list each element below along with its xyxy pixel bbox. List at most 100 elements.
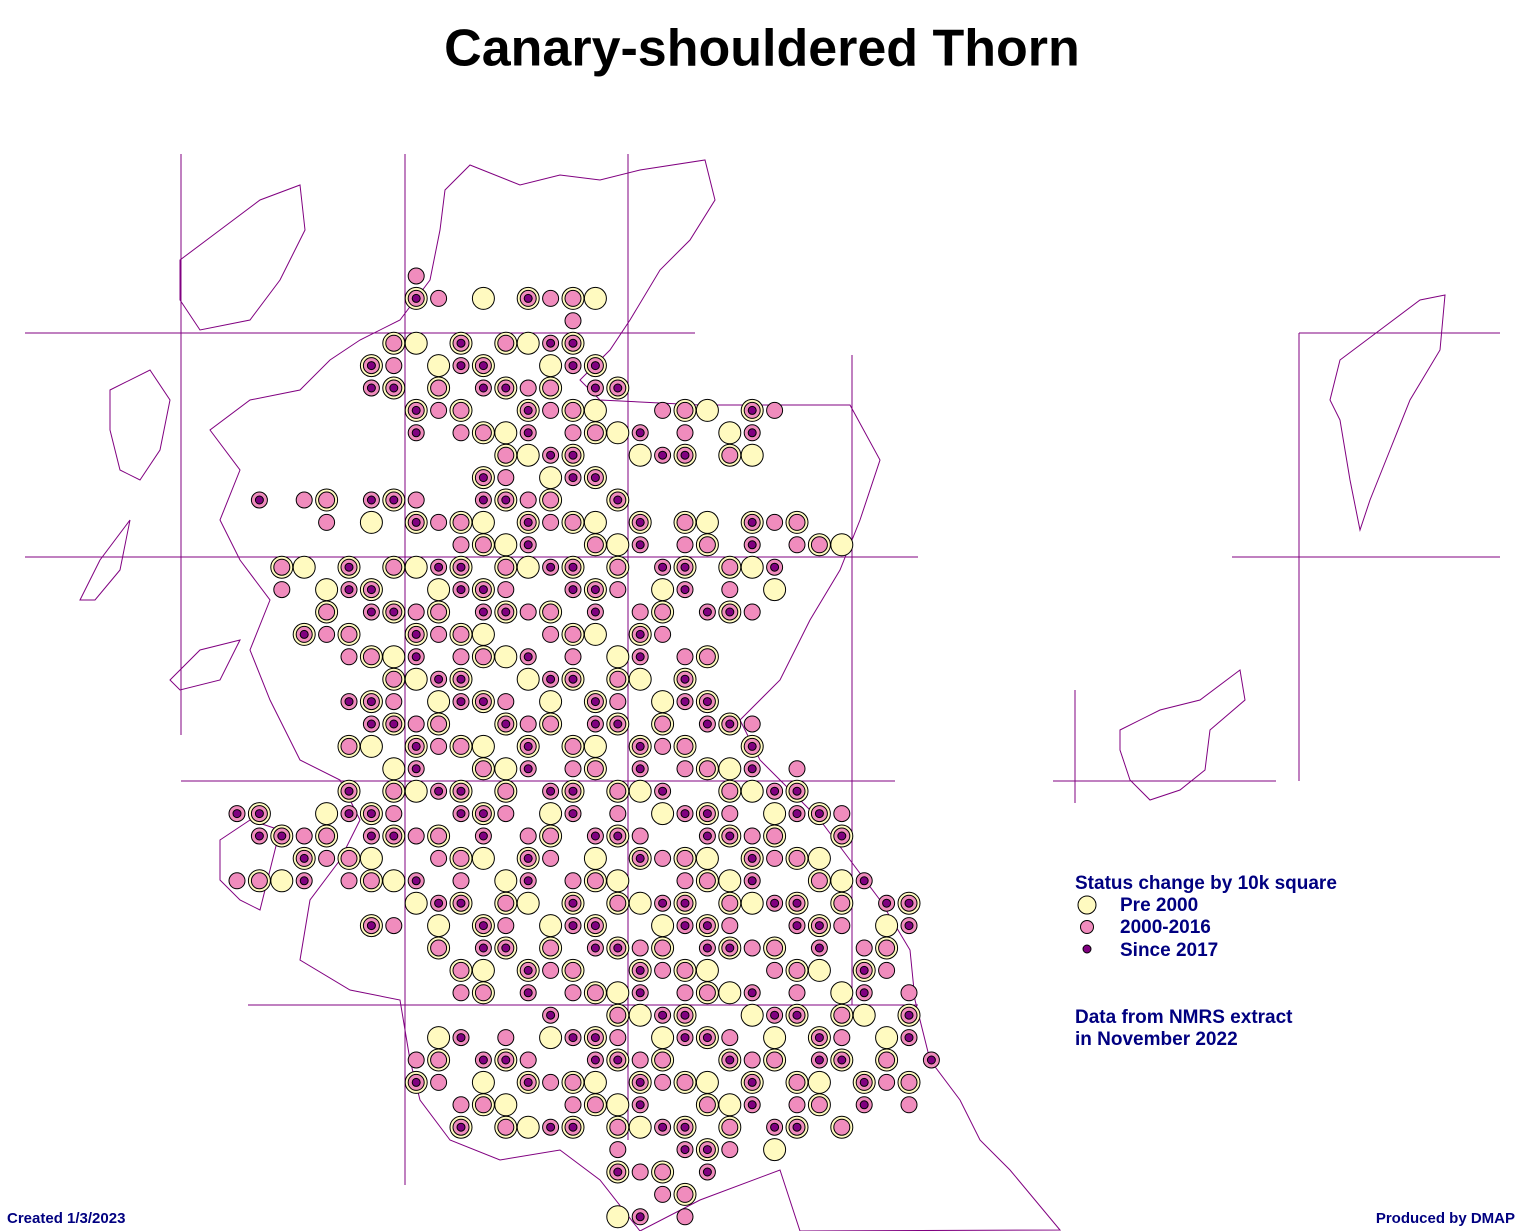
- record-dot: [427, 1026, 451, 1050]
- data-note: in November 2022: [1075, 1029, 1238, 1050]
- record-dot: [658, 562, 668, 572]
- record-dot: [494, 645, 518, 669]
- record-dot: [427, 914, 451, 938]
- record-dot: [766, 849, 784, 867]
- record-dot: [273, 581, 291, 599]
- record-dot: [497, 446, 515, 464]
- record-dot: [411, 629, 421, 639]
- record-dot: [718, 757, 742, 781]
- record-dot: [635, 853, 645, 863]
- record-dot: [651, 802, 675, 826]
- record-dot: [497, 1118, 515, 1136]
- record-dot: [318, 603, 336, 621]
- record-dot: [747, 764, 757, 774]
- record-dot: [606, 421, 630, 445]
- record-dot: [792, 786, 802, 796]
- record-dot: [747, 428, 757, 438]
- record-dot: [635, 652, 645, 662]
- record-dot: [606, 869, 630, 893]
- record-dot: [474, 760, 492, 778]
- record-dot: [404, 891, 428, 915]
- record-dot: [807, 1070, 831, 1094]
- record-dot: [478, 473, 488, 483]
- record-dot: [814, 1055, 824, 1065]
- record-dot: [494, 757, 518, 781]
- record-dot: [385, 917, 403, 935]
- record-dot: [427, 578, 451, 602]
- record-dot: [651, 1026, 675, 1050]
- record-dot: [680, 921, 690, 931]
- record-dot: [340, 737, 358, 755]
- record-dot: [788, 984, 806, 1002]
- record-dot: [654, 625, 672, 643]
- record-dot: [635, 517, 645, 527]
- record-dot: [232, 809, 242, 819]
- record-dot: [404, 331, 428, 355]
- record-dot: [523, 293, 533, 303]
- record-dot: [792, 809, 802, 819]
- record-dot: [478, 697, 488, 707]
- record-dot: [497, 469, 515, 487]
- record-dot: [366, 607, 376, 617]
- record-dot: [763, 578, 787, 602]
- record-dot: [542, 849, 560, 867]
- record-dot: [471, 510, 495, 534]
- record-dot: [494, 421, 518, 445]
- record-dot: [501, 719, 511, 729]
- record-dot: [516, 667, 540, 691]
- record-dot: [628, 779, 652, 803]
- record-dot: [654, 1185, 672, 1203]
- record-dot: [456, 585, 466, 595]
- record-dot: [564, 984, 582, 1002]
- record-dot: [407, 491, 425, 509]
- record-dot: [680, 809, 690, 819]
- record-dot: [747, 405, 757, 415]
- record-dot: [564, 872, 582, 890]
- record-dot: [837, 831, 847, 841]
- record-dot: [452, 737, 470, 755]
- record-dot: [766, 939, 784, 957]
- record-dot: [471, 1070, 495, 1094]
- record-dot: [740, 779, 764, 803]
- record-dot: [695, 958, 719, 982]
- record-dot: [318, 513, 336, 531]
- record-dot: [900, 984, 918, 1002]
- record-dot: [763, 802, 787, 826]
- record-dot: [564, 625, 582, 643]
- record-dot: [583, 734, 607, 758]
- record-dot: [546, 338, 556, 348]
- record-dot: [434, 898, 444, 908]
- record-dot: [362, 872, 380, 890]
- record-dot: [478, 921, 488, 931]
- record-dot: [497, 693, 515, 711]
- record-dot: [635, 540, 645, 550]
- record-dot: [389, 383, 399, 393]
- record-dot: [452, 984, 470, 1002]
- record-dot: [478, 831, 488, 841]
- record-dot: [609, 1118, 627, 1136]
- record-dot: [792, 898, 802, 908]
- record-dot: [807, 958, 831, 982]
- record-dot: [366, 697, 376, 707]
- record-dot: [546, 1122, 556, 1132]
- record-dot: [613, 831, 623, 841]
- record-dot: [411, 764, 421, 774]
- record-dot: [542, 625, 560, 643]
- record-dot: [452, 872, 470, 890]
- record-dot: [568, 809, 578, 819]
- record-dot: [814, 921, 824, 931]
- record-dot: [859, 1100, 869, 1110]
- record-dot: [568, 361, 578, 371]
- record-dot: [680, 450, 690, 460]
- record-dot: [635, 965, 645, 975]
- record-dot: [344, 786, 354, 796]
- record-dot: [542, 379, 560, 397]
- record-dot: [519, 715, 537, 733]
- record-dot: [299, 853, 309, 863]
- record-dot: [658, 1010, 668, 1020]
- record-dot: [635, 1100, 645, 1110]
- record-dot: [568, 585, 578, 595]
- record-dot: [833, 917, 851, 935]
- record-dot: [385, 357, 403, 375]
- record-dot: [471, 734, 495, 758]
